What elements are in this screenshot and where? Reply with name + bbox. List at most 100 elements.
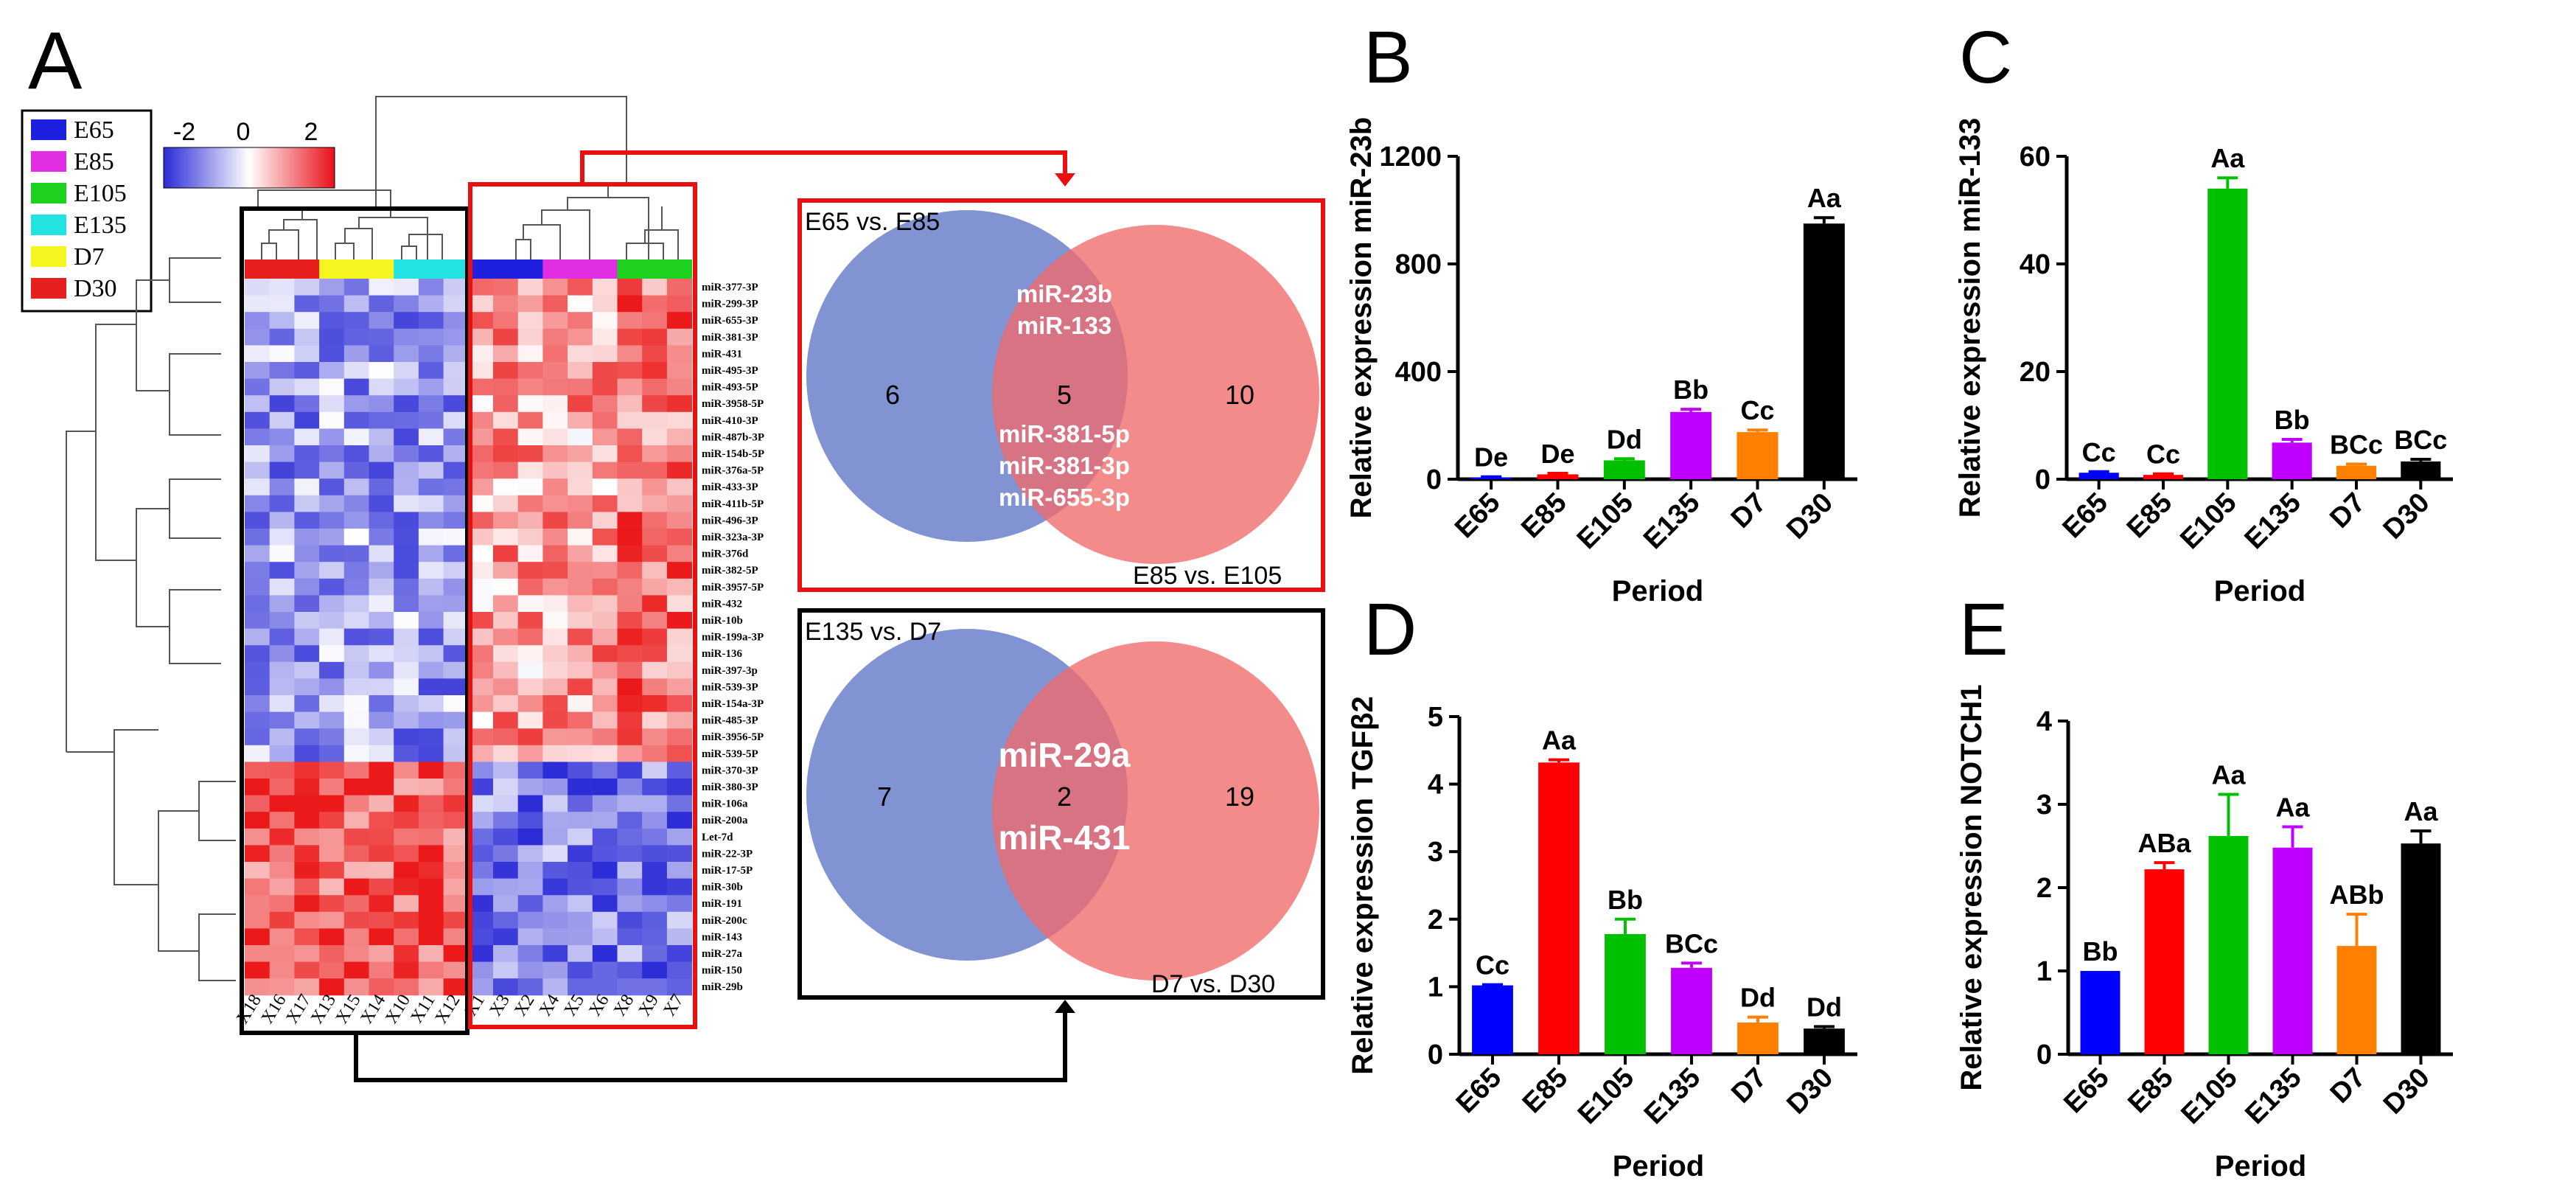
- heatmap-row-label: miR-487b-3P: [702, 431, 764, 443]
- heatmap-cell: [269, 328, 295, 346]
- heatmap-row-label: miR-27a: [702, 948, 742, 960]
- legend-swatch-e65: [31, 119, 66, 140]
- heatmap-cell: [418, 295, 444, 313]
- heatmap-cell: [245, 911, 270, 929]
- heatmap-cell: [592, 578, 618, 596]
- heatmap-cell: [642, 812, 668, 829]
- heatmap-cell: [418, 945, 444, 963]
- heatmap-cell: [642, 678, 668, 696]
- heatmap-cell: [568, 845, 593, 863]
- heatmap-cell: [642, 545, 668, 563]
- heatmap-cell: [666, 895, 693, 913]
- heatmap-cell: [443, 828, 469, 846]
- heatmap-cell: [617, 512, 643, 529]
- connector-black-arrow: [354, 1000, 1075, 1082]
- x-tick-label: E105: [1571, 487, 1639, 555]
- heatmap-cell: [493, 678, 519, 696]
- y-axis-label: Relative expression miR-23b: [1345, 117, 1378, 519]
- heatmap-cell: [369, 845, 394, 863]
- heatmap-cell: [418, 961, 444, 979]
- heatmap-cell: [642, 711, 668, 729]
- heatmap-cell: [369, 645, 394, 663]
- heatmap-cell: [617, 978, 643, 996]
- heatmap-cell: [592, 378, 618, 396]
- heatmap-cell: [319, 812, 345, 829]
- x-tick-label: E135: [1638, 487, 1706, 555]
- x-tick-label: E85: [2122, 1062, 2179, 1120]
- heatmap-cell: [517, 562, 543, 579]
- heatmap-column-label: X17: [282, 991, 315, 1027]
- heatmap-cell: [517, 279, 543, 296]
- heatmap-cell: [369, 795, 394, 812]
- heatmap-cell: [592, 945, 618, 963]
- heatmap-cell: [468, 512, 494, 529]
- heatmap-cell: [269, 562, 295, 579]
- heatmap-cell: [493, 378, 519, 396]
- heatmap-row-labels: miR-377-3P miR-299-3P miR-655-3P miR-381-3P…: [702, 282, 764, 993]
- heatmap-cell: [394, 328, 419, 346]
- heatmap-cell: [592, 645, 618, 663]
- heatmap-cell: [369, 978, 394, 996]
- bar-significance-label: BCc: [1665, 928, 1718, 958]
- heatmap-cell: [343, 928, 369, 946]
- heatmap-cell: [468, 695, 494, 713]
- x-tick-label: E105: [2175, 1062, 2243, 1130]
- heatmap-cell: [592, 411, 618, 429]
- connector-red-arrow: [580, 150, 1075, 187]
- bar-significance-label: Dd: [1607, 424, 1642, 454]
- heatmap-cell: [468, 961, 494, 979]
- heatmap-cell: [617, 279, 643, 296]
- group-bar-cell: [666, 260, 693, 279]
- heatmap-column-label: X11: [407, 991, 439, 1026]
- venn-top-left-label: E65 vs. E85: [805, 208, 940, 236]
- heatmap-cell: [468, 462, 494, 479]
- heatmap-cell: [666, 628, 693, 646]
- heatmap-cell: [468, 878, 494, 896]
- heatmap-cell: [269, 695, 295, 713]
- heatmap-cell: [666, 529, 693, 546]
- x-axis-label: Period: [1613, 1150, 1704, 1183]
- heatmap-cell: [343, 595, 369, 613]
- x-axis-label: Period: [2214, 575, 2306, 607]
- heatmap-cell: [269, 828, 295, 846]
- group-bar-cell: [294, 260, 320, 279]
- bar-significance-label: Cc: [1476, 950, 1509, 981]
- heatmap-cell: [517, 628, 543, 646]
- heatmap-cell: [642, 428, 668, 446]
- heatmap-cell: [666, 779, 693, 796]
- heatmap-cell: [517, 312, 543, 330]
- heatmap-cell: [294, 312, 320, 330]
- heatmap-cell: [568, 795, 593, 812]
- heatmap-cell: [642, 828, 668, 846]
- heatmap-cell: [394, 362, 419, 380]
- heatmap-cell: [319, 645, 345, 663]
- heatmap-cell: [468, 945, 494, 963]
- heatmap-cell: [568, 779, 593, 796]
- heatmap-column-label: X14: [357, 991, 389, 1027]
- group-bar-cell: [418, 260, 444, 279]
- heatmap-cell: [666, 478, 693, 496]
- heatmap-cell: [369, 395, 394, 413]
- heatmap-cell: [319, 345, 345, 363]
- heatmap-cell: [418, 462, 444, 479]
- heatmap-cell: [394, 612, 419, 630]
- heatmap-cell: [294, 779, 320, 796]
- heatmap-cell: [592, 911, 618, 929]
- heatmap-cell: [592, 762, 618, 779]
- heatmap-cell: [642, 745, 668, 762]
- heatmap-cell: [617, 612, 643, 630]
- heatmap-cell: [592, 445, 618, 463]
- heatmap-cell: [617, 295, 643, 313]
- heatmap-cell: [517, 378, 543, 396]
- heatmap-cell: [394, 478, 419, 496]
- heatmap-cell: [443, 728, 469, 746]
- heatmap-cell: [592, 878, 618, 896]
- heatmap-cell: [568, 345, 593, 363]
- heatmap-cell: [319, 661, 345, 679]
- x-tick-label: E85: [1515, 487, 1573, 545]
- heatmap-cell: [642, 895, 668, 913]
- heatmap-cell: [418, 545, 444, 563]
- heatmap-cell: [542, 645, 568, 663]
- heatmap-cell: [343, 645, 369, 663]
- group-bar-cell: [617, 260, 643, 279]
